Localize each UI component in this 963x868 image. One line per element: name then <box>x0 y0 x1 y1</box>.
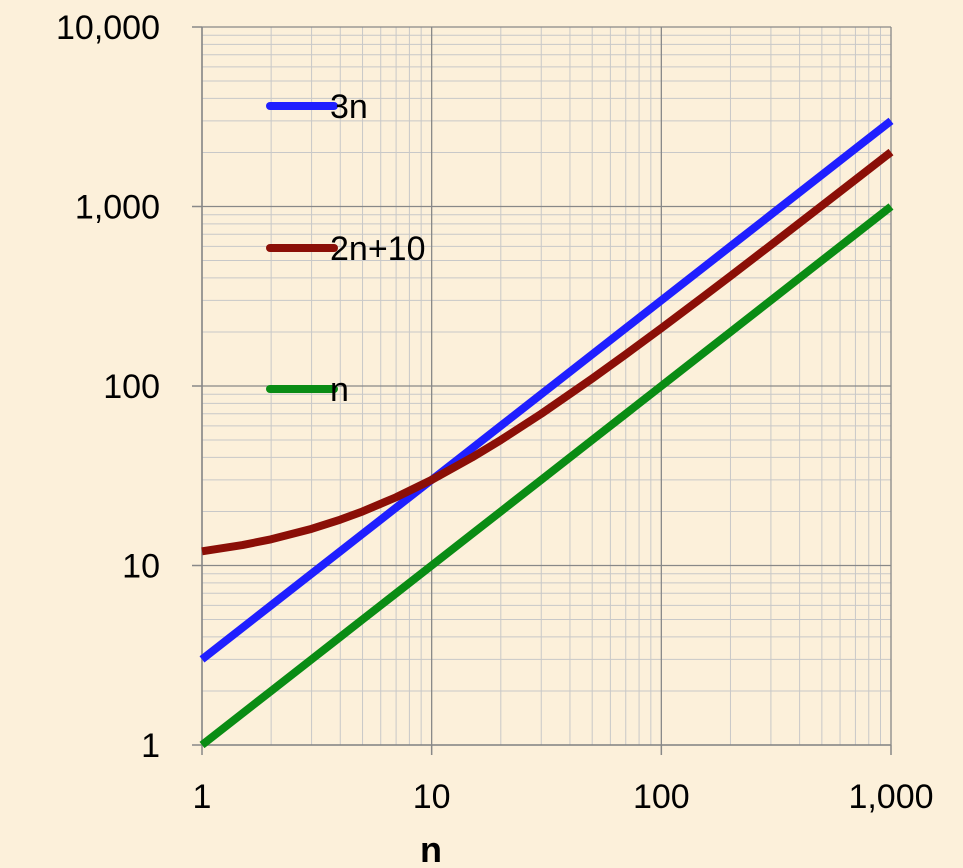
x-axis-title: n <box>420 829 442 868</box>
x-tick-label: 10 <box>413 778 451 816</box>
legend-label-1: 2n+10 <box>330 230 426 268</box>
series-line-2 <box>199 203 894 749</box>
series-layer <box>199 117 894 749</box>
x-tick-label: 1 <box>193 778 212 816</box>
x-tick-label: 1,000 <box>848 778 933 816</box>
x-tick-label: 100 <box>633 778 690 816</box>
series-line-0 <box>199 117 894 663</box>
y-tick-label: 10 <box>122 548 160 586</box>
x-axis-tick-labels: 1 10 100 1,000 <box>193 778 934 816</box>
legend-label-2: n <box>330 371 349 409</box>
legend: 3n 2n+10 n <box>266 88 426 409</box>
plot-frame <box>192 26 892 755</box>
y-axis-tick-labels: 1 10 100 1,000 10,000 <box>56 9 160 765</box>
minor-gridlines <box>202 27 891 745</box>
y-tick-label: 1,000 <box>75 189 160 227</box>
series-line-1 <box>201 148 894 556</box>
y-tick-label: 1 <box>141 727 160 765</box>
y-tick-label: 100 <box>103 368 160 406</box>
legend-label-0: 3n <box>330 88 368 126</box>
y-tick-label: 10,000 <box>56 9 160 47</box>
